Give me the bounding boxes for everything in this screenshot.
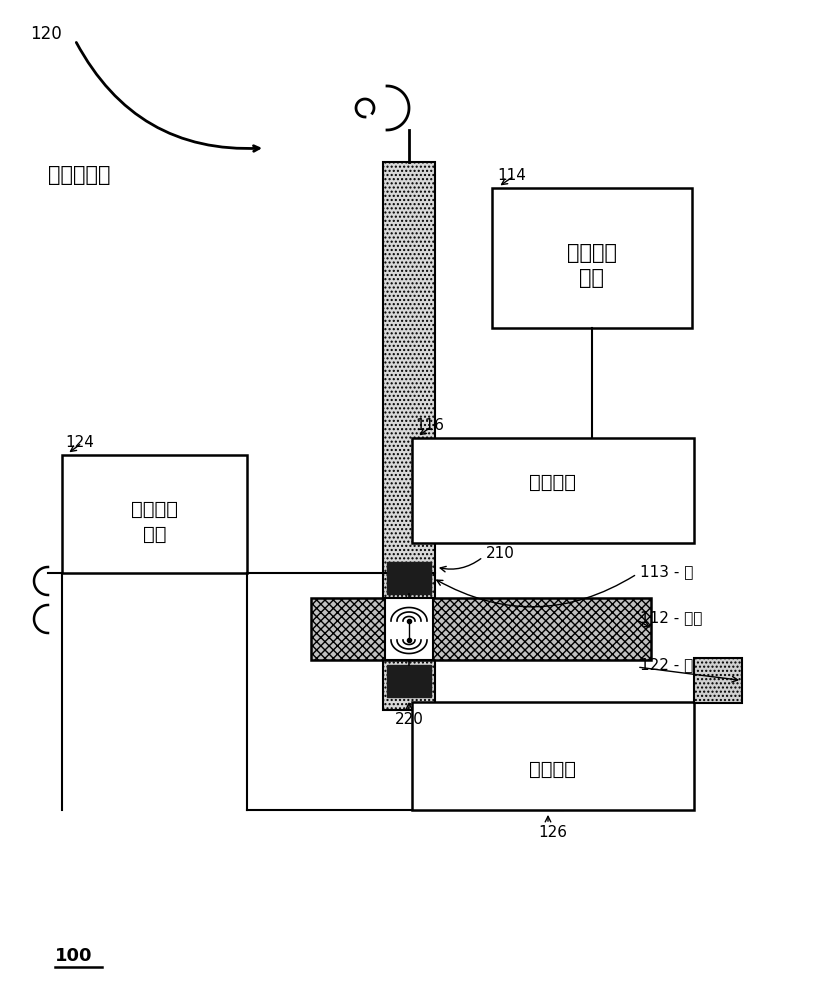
Bar — [383, 162, 435, 710]
Bar — [694, 658, 742, 703]
Text: 220: 220 — [395, 712, 424, 727]
Text: 服务器机筱: 服务器机筱 — [48, 165, 110, 185]
Text: 通信模块: 通信模块 — [530, 473, 576, 492]
Bar — [412, 438, 694, 543]
Bar — [385, 598, 433, 660]
Text: 122 - 耳: 122 - 耳 — [640, 658, 694, 672]
Text: 116: 116 — [415, 418, 444, 433]
Text: 114: 114 — [497, 168, 526, 183]
Text: 100: 100 — [55, 947, 92, 965]
Bar — [62, 455, 247, 573]
Text: 网络接口: 网络接口 — [131, 500, 178, 519]
Text: 113 - 孔: 113 - 孔 — [640, 564, 694, 580]
Text: 通信模块: 通信模块 — [530, 760, 576, 779]
Text: 机架顶部: 机架顶部 — [567, 243, 617, 263]
Text: 126: 126 — [539, 825, 567, 840]
Text: 120: 120 — [30, 25, 62, 43]
Bar — [387, 665, 431, 697]
Text: 112 - 凸缘: 112 - 凸缘 — [640, 610, 703, 626]
Text: 模块: 模块 — [143, 525, 166, 544]
Bar — [492, 188, 692, 328]
Text: 210: 210 — [486, 546, 515, 562]
Bar — [387, 562, 431, 594]
Bar — [412, 702, 694, 810]
Text: 124: 124 — [65, 435, 94, 450]
Bar — [311, 598, 651, 660]
Text: 开关: 开关 — [579, 268, 605, 288]
